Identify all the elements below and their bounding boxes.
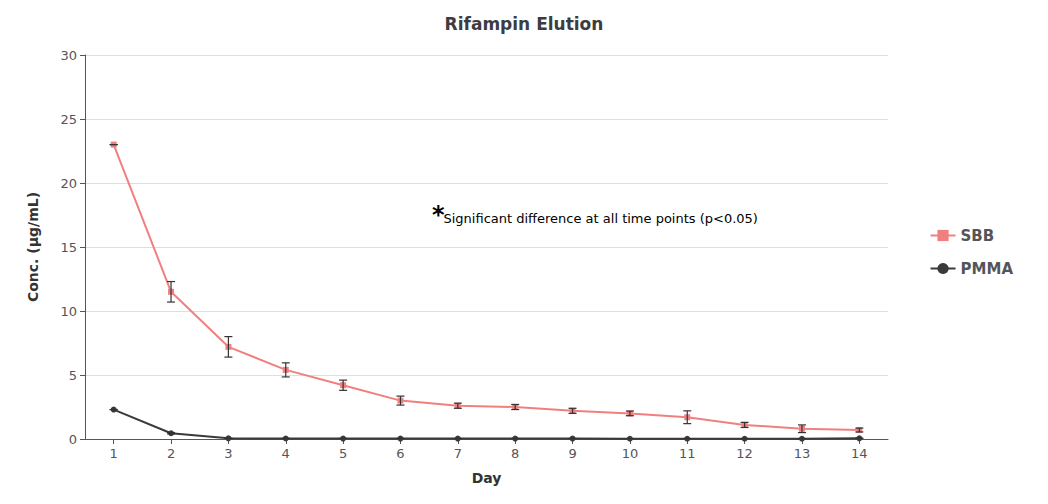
svg-text:Day: Day — [472, 470, 502, 486]
svg-text:5: 5 — [339, 446, 347, 461]
svg-text:3: 3 — [224, 446, 232, 461]
svg-text:15: 15 — [60, 240, 77, 255]
svg-text:10: 10 — [622, 446, 639, 461]
svg-text:7: 7 — [454, 446, 462, 461]
svg-text:25: 25 — [60, 112, 77, 127]
svg-text:5: 5 — [69, 368, 77, 383]
svg-text:Rifampin Elution: Rifampin Elution — [445, 14, 604, 34]
svg-text:Significant difference at all: Significant difference at all time point… — [443, 211, 757, 226]
svg-text:4: 4 — [282, 446, 290, 461]
svg-text:2: 2 — [167, 446, 175, 461]
svg-text:PMMA: PMMA — [961, 260, 1014, 278]
svg-text:12: 12 — [736, 446, 753, 461]
svg-text:11: 11 — [679, 446, 696, 461]
svg-text:10: 10 — [60, 304, 77, 319]
svg-text:9: 9 — [568, 446, 576, 461]
svg-text:1: 1 — [110, 446, 118, 461]
svg-text:8: 8 — [511, 446, 519, 461]
svg-text:14: 14 — [851, 446, 868, 461]
svg-text:0: 0 — [69, 432, 77, 447]
svg-text:30: 30 — [60, 48, 77, 63]
svg-text:6: 6 — [396, 446, 404, 461]
svg-text:SBB: SBB — [961, 227, 995, 245]
svg-text:Conc. (μg/mL): Conc. (μg/mL) — [25, 192, 41, 302]
svg-text:20: 20 — [60, 176, 77, 191]
svg-text:13: 13 — [794, 446, 811, 461]
